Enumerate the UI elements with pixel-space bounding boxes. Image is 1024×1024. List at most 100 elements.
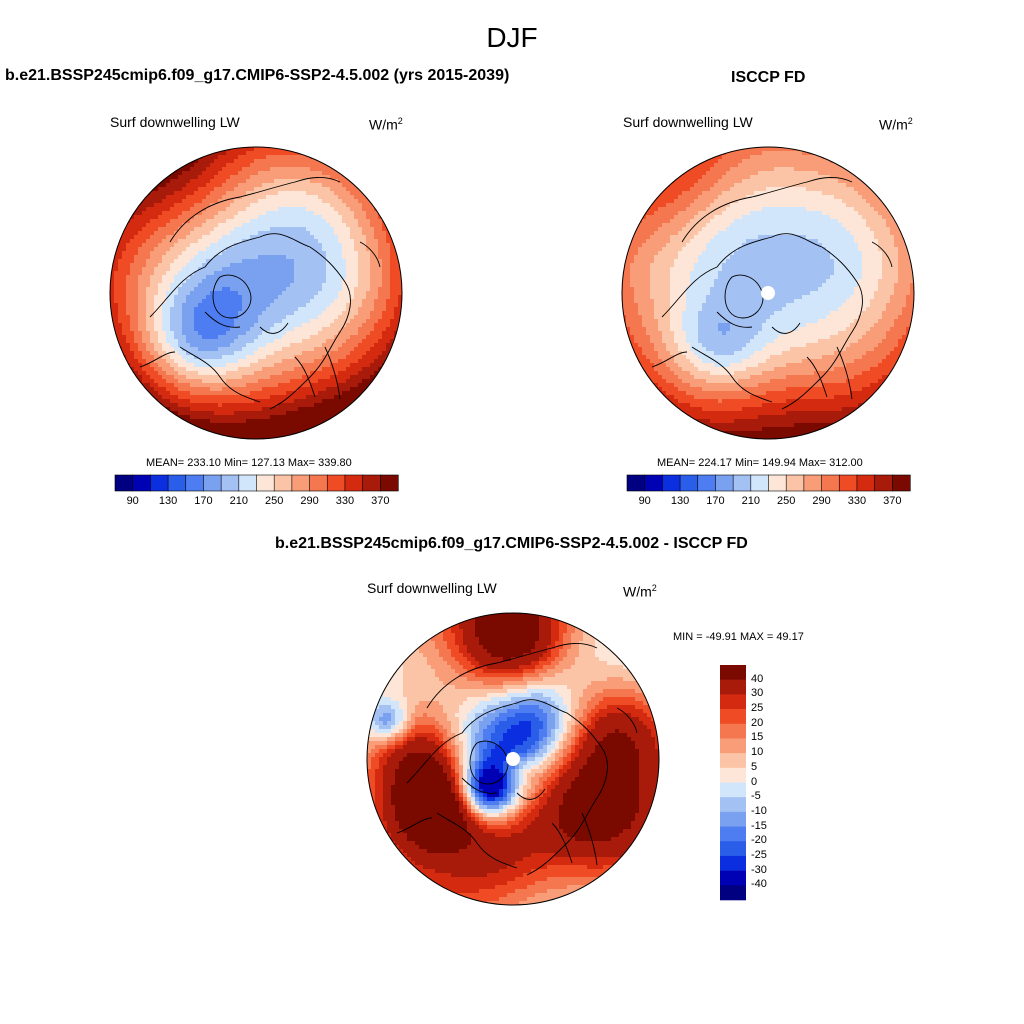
coastline [212, 274, 252, 319]
colorbar-tick-label: -20 [751, 834, 767, 847]
colorbar-box-diff [720, 694, 746, 710]
colorbar-tick-label: 20 [751, 716, 764, 729]
coastline [469, 740, 509, 785]
polar-map-diff [366, 612, 660, 906]
stats-diff: MIN = -49.91 MAX = 49.17 [673, 631, 804, 643]
map-border [109, 146, 403, 440]
coastline [781, 281, 863, 410]
colorbar-model [114, 474, 399, 492]
coastline [139, 241, 381, 368]
stats-obs: MEAN= 224.17 Min= 149.94 Max= 312.00 [657, 457, 863, 469]
colorbar-box-model [167, 474, 187, 492]
panel-title-diff: b.e21.BSSP245cmip6.f09_g17.CMIP6-SSP2-4.… [275, 535, 748, 552]
colorbar-tick-label: 90 [638, 495, 651, 507]
colorbar-box-diff [720, 753, 746, 769]
polar-map-obs [621, 146, 915, 440]
colorbar-box-diff [720, 855, 746, 871]
colorbar-box-diff [720, 870, 746, 886]
coastline [169, 177, 341, 243]
colorbar-box-model [380, 474, 399, 492]
colorbar-box-model [309, 474, 328, 492]
colorbar-tick-label: 5 [751, 760, 758, 773]
colorbar-tick-label: -25 [751, 848, 767, 861]
colorbar-tick-label: 290 [300, 495, 319, 507]
colorbar-box-obs [803, 474, 823, 492]
colorbar-box-diff [720, 797, 746, 813]
colorbar-box-obs [892, 474, 911, 492]
colorbar-box-diff [720, 679, 746, 695]
colorbar-tick-label: 0 [751, 775, 758, 788]
variable-label-obs: Surf downwelling LW [623, 114, 753, 130]
map-border [366, 612, 660, 906]
colorbar-box-model [273, 474, 293, 492]
colorbar-box-model [114, 474, 134, 492]
colorbar-box-model [220, 474, 240, 492]
colorbar-box-diff [720, 885, 746, 901]
colorbar-tick-label: 40 [751, 672, 764, 685]
colorbar-box-obs [874, 474, 893, 492]
coastline [716, 311, 801, 334]
colorbar-tick-label: 250 [777, 495, 796, 507]
colorbar-box-model [344, 474, 364, 492]
colorbar-tick-label: -40 [751, 878, 767, 891]
variable-label-diff: Surf downwelling LW [367, 580, 497, 596]
colorbar-box-diff [720, 665, 746, 680]
colorbar-box-diff [720, 738, 746, 754]
colorbar-tick-label: -5 [751, 790, 761, 803]
colorbar-box-diff [720, 841, 746, 857]
unit-label-obs: W/m2 [879, 116, 913, 133]
colorbar-box-obs [715, 474, 734, 492]
colorbar-tick-label: -15 [751, 819, 767, 832]
colorbar-box-model [326, 474, 346, 492]
colorbar-box-model [150, 474, 169, 492]
colorbar-box-obs [838, 474, 858, 492]
colorbar-tick-label: 330 [847, 495, 867, 507]
coastline [149, 233, 346, 318]
coastline [396, 707, 638, 834]
colorbar-tick-label: 170 [194, 495, 213, 507]
colorbar-tick-label: 210 [741, 495, 760, 507]
colorbar-tick-label: 15 [751, 731, 764, 744]
colorbar-tick-label: -10 [751, 804, 767, 817]
coastline [179, 346, 261, 403]
colorbar-box-diff [720, 826, 746, 842]
colorbar-tick-label: 25 [751, 702, 764, 715]
map-border [621, 146, 915, 440]
coastline [426, 643, 598, 709]
colorbar-tick-label: 130 [158, 495, 178, 507]
coastline [806, 346, 853, 400]
colorbar-box-model [132, 474, 151, 492]
colorbar-obs [626, 474, 911, 492]
coastline [724, 274, 764, 319]
colorbar-tick-label: 370 [371, 495, 390, 507]
coastline [294, 346, 341, 400]
missing-data-pole [761, 286, 775, 300]
stats-model: MEAN= 233.10 Min= 127.13 Max= 339.80 [146, 457, 352, 469]
colorbar-box-diff [720, 782, 746, 798]
map-field [622, 147, 914, 439]
colorbar-tick-label: 130 [670, 495, 690, 507]
coastline [461, 777, 546, 800]
coastline [269, 281, 351, 410]
colorbar-tick-label: 170 [706, 495, 725, 507]
coastline [651, 241, 893, 368]
colorbar-box-diff [720, 723, 746, 739]
colorbar-box-obs [626, 474, 646, 492]
colorbar-box-model [291, 474, 311, 492]
variable-label-model: Surf downwelling LW [110, 114, 240, 130]
colorbar-ticks-model: 90 130 170 210 250 290 330 370 [115, 495, 398, 511]
unit-label-model: W/m2 [369, 116, 403, 133]
coastline [661, 233, 858, 318]
colorbar-box-model [362, 474, 381, 492]
coastline [436, 812, 518, 869]
unit-label-diff: W/m2 [623, 583, 657, 600]
colorbar-tick-label: 290 [812, 495, 831, 507]
colorbar-diff [720, 665, 746, 901]
colorbar-box-obs [732, 474, 752, 492]
coastline [204, 311, 289, 334]
colorbar-box-obs [697, 474, 717, 492]
polar-map-model [109, 146, 403, 440]
colorbar-box-obs [856, 474, 876, 492]
colorbar-tick-label: -30 [751, 863, 767, 876]
map-field [110, 147, 402, 439]
